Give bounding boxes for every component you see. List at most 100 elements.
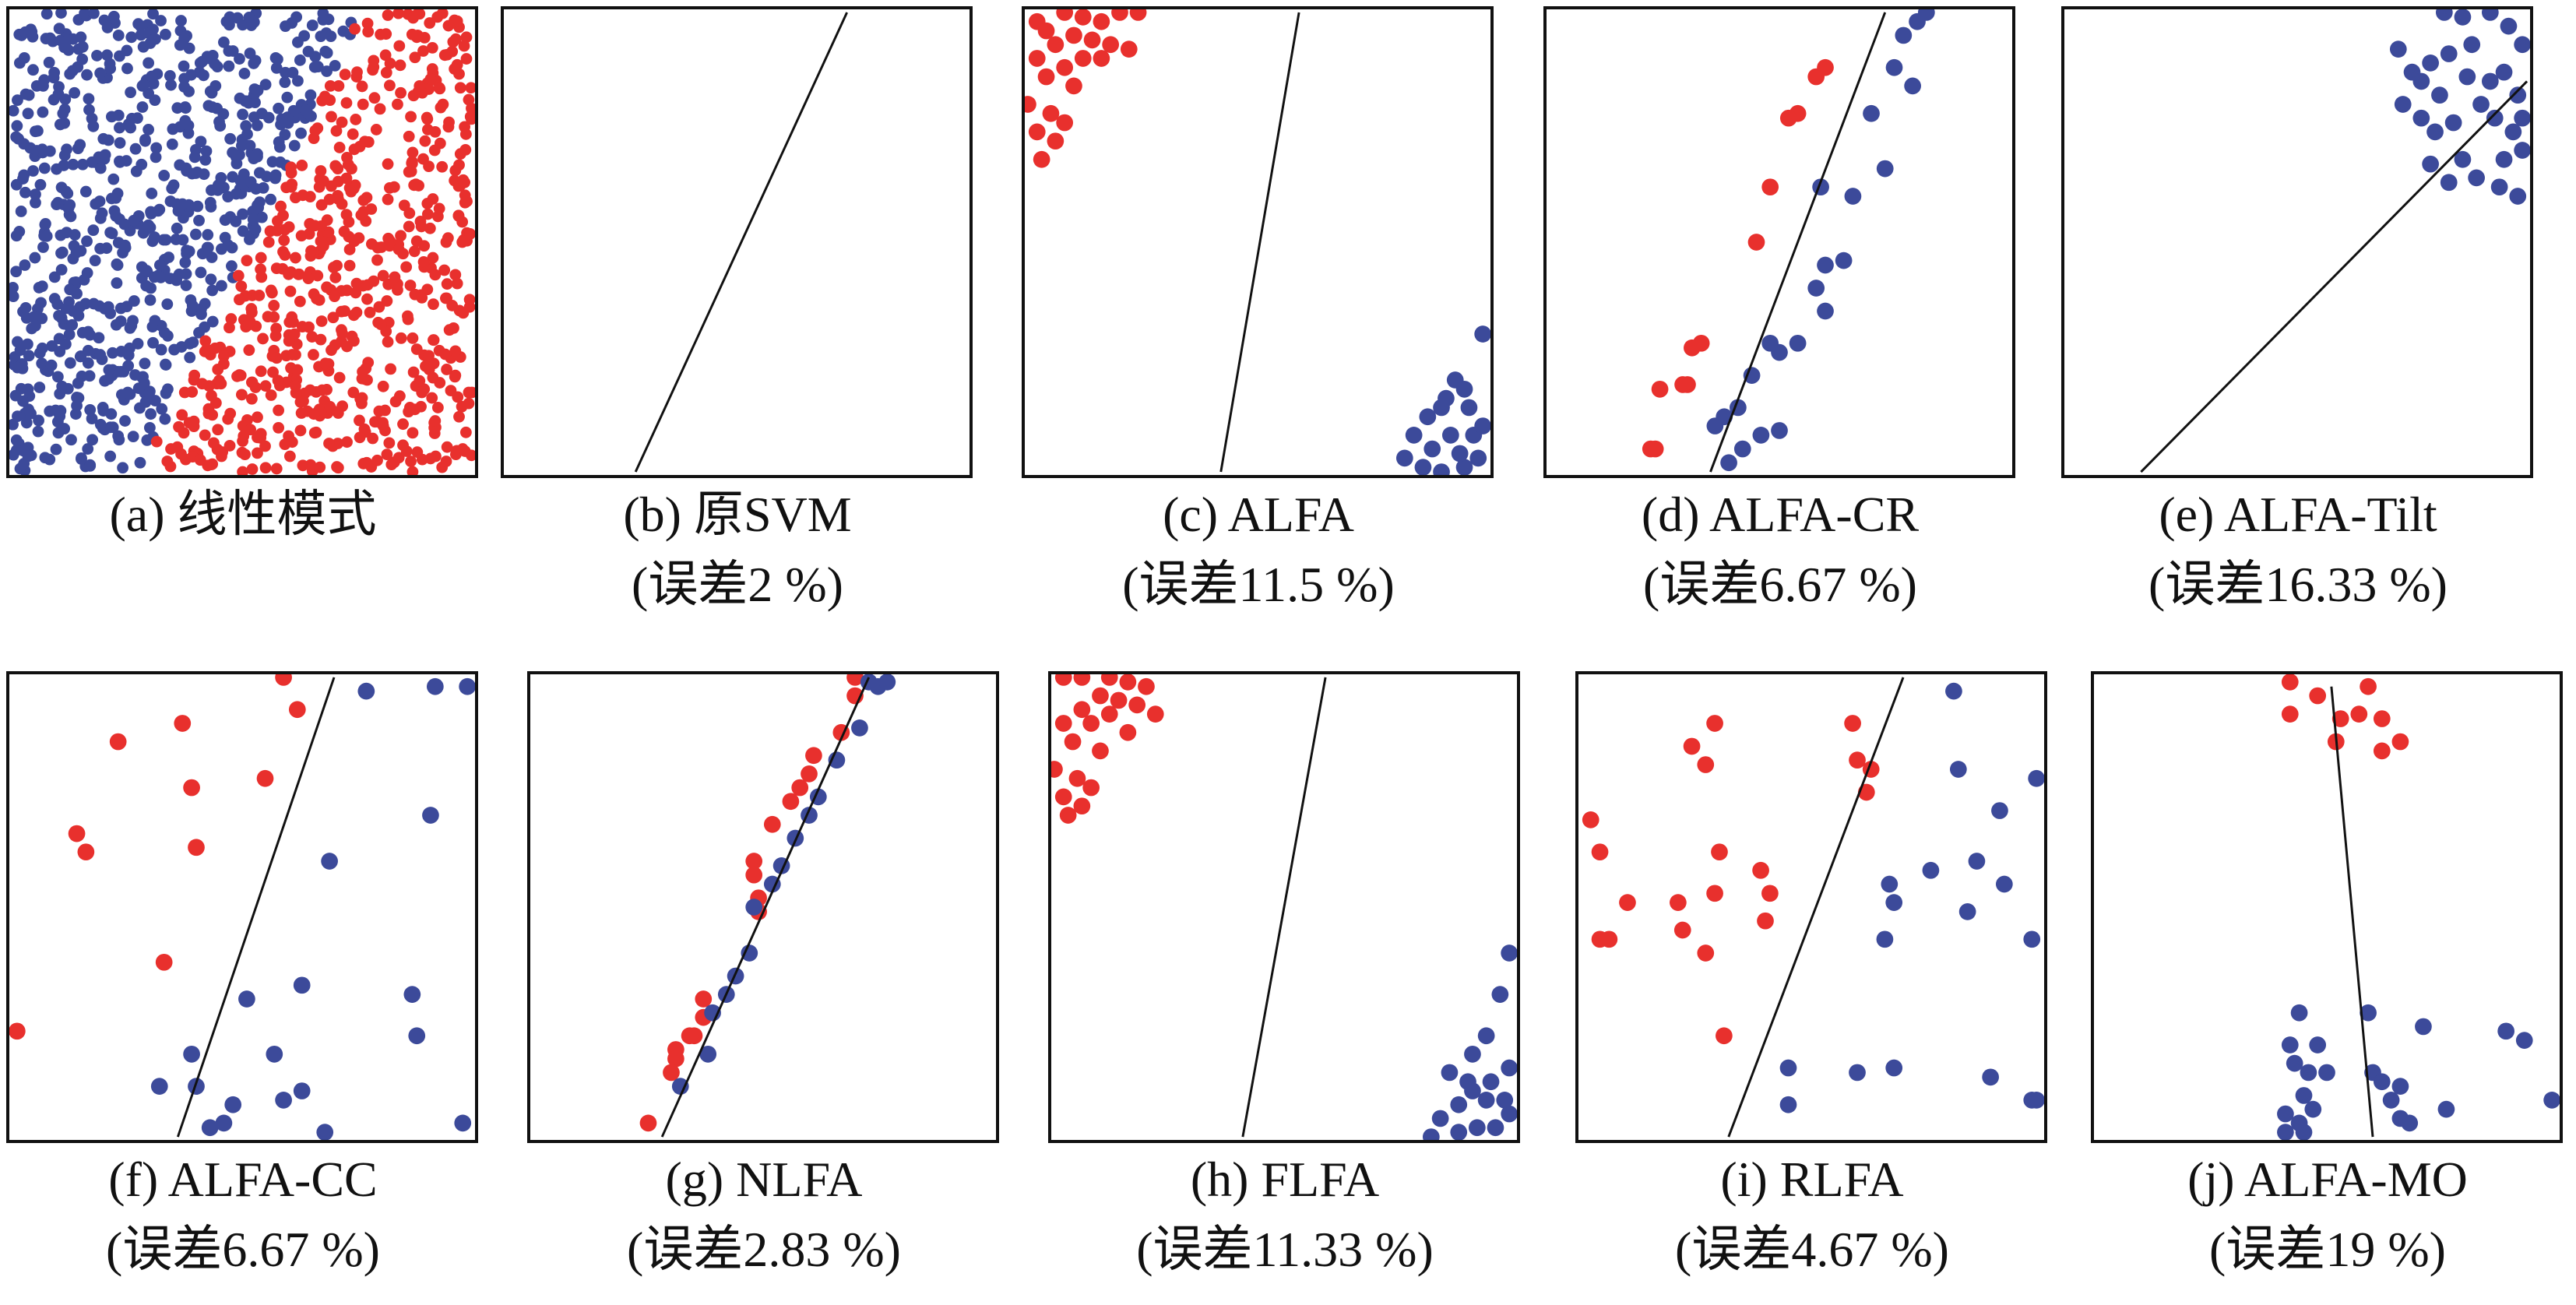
point-negative-e-30 bbox=[2431, 86, 2448, 104]
point-negative-a-432 bbox=[217, 36, 230, 48]
point-negative-a-641 bbox=[132, 338, 144, 350]
decision-boundary-e bbox=[2140, 80, 2528, 473]
point-positive-f-10 bbox=[9, 1022, 26, 1040]
point-positive-i-8 bbox=[1591, 843, 1609, 861]
point-negative-a-122 bbox=[195, 266, 207, 279]
point-negative-a-212 bbox=[51, 298, 64, 311]
point-negative-a-597 bbox=[250, 183, 262, 195]
point-positive-a-126 bbox=[421, 198, 434, 209]
point-positive-a-251 bbox=[447, 36, 459, 48]
point-positive-h-17 bbox=[1082, 779, 1100, 797]
point-positive-a-582 bbox=[308, 427, 321, 439]
point-negative-a-559 bbox=[94, 212, 107, 224]
point-negative-a-152 bbox=[114, 121, 125, 134]
point-positive-c-2 bbox=[1056, 9, 1074, 21]
point-positive-a-332 bbox=[279, 223, 291, 236]
point-negative-h-12 bbox=[1501, 1105, 1517, 1123]
point-negative-a-442 bbox=[82, 443, 94, 455]
point-positive-a-255 bbox=[406, 332, 419, 344]
point-negative-i-18 bbox=[2028, 1091, 2044, 1109]
point-positive-h-10 bbox=[1054, 715, 1072, 732]
point-negative-d-7 bbox=[1844, 188, 1862, 205]
point-positive-a-526 bbox=[466, 449, 475, 462]
point-positive-a-327 bbox=[392, 98, 403, 111]
point-negative-a-198 bbox=[102, 301, 114, 313]
point-positive-i-15 bbox=[1619, 894, 1636, 911]
point-negative-j-16 bbox=[2304, 1100, 2322, 1118]
point-negative-a-388 bbox=[57, 107, 69, 120]
point-positive-a-592 bbox=[431, 11, 444, 23]
point-positive-a-358 bbox=[265, 389, 277, 401]
point-negative-f-13 bbox=[293, 1082, 311, 1099]
point-negative-a-660 bbox=[101, 22, 114, 33]
point-negative-a-210 bbox=[226, 260, 238, 273]
panel-c: (c) ALFA (误差11.5 %) bbox=[1017, 2, 1500, 640]
point-positive-a-6 bbox=[267, 366, 279, 378]
point-positive-a-248 bbox=[252, 411, 263, 424]
point-positive-a-426 bbox=[367, 432, 378, 445]
point-negative-a-585 bbox=[124, 388, 136, 400]
point-negative-a-266 bbox=[279, 76, 291, 89]
point-positive-a-546 bbox=[424, 452, 437, 465]
point-negative-c-17 bbox=[1460, 399, 1478, 417]
point-positive-a-523 bbox=[441, 364, 452, 375]
point-positive-a-574 bbox=[346, 330, 358, 343]
point-positive-c-5 bbox=[1111, 9, 1128, 21]
point-negative-a-677 bbox=[224, 132, 237, 145]
point-negative-c-11 bbox=[1455, 459, 1473, 475]
point-negative-a-353 bbox=[134, 402, 146, 414]
point-positive-a-295 bbox=[246, 463, 259, 475]
point-negative-a-2 bbox=[79, 185, 92, 198]
point-negative-c-9 bbox=[1414, 459, 1432, 475]
point-negative-a-310 bbox=[136, 101, 149, 113]
point-positive-f-3 bbox=[109, 733, 127, 751]
point-negative-a-288 bbox=[94, 349, 107, 361]
point-positive-a-590 bbox=[426, 41, 438, 54]
point-negative-j-23 bbox=[2401, 1114, 2419, 1132]
point-positive-a-399 bbox=[366, 237, 378, 250]
point-negative-i-1 bbox=[1949, 761, 1967, 778]
point-positive-a-541 bbox=[212, 364, 224, 375]
point-positive-c-8 bbox=[1083, 31, 1101, 49]
point-negative-a-478 bbox=[13, 57, 26, 69]
point-positive-h-3 bbox=[1119, 674, 1137, 691]
point-negative-a-464 bbox=[176, 198, 188, 210]
point-negative-a-542 bbox=[40, 9, 53, 20]
point-negative-j-6 bbox=[2309, 1036, 2327, 1053]
point-negative-e-7 bbox=[2422, 55, 2439, 72]
panel-g: (g) NLFA (误差2.83 %) bbox=[523, 667, 1005, 1305]
point-negative-a-630 bbox=[82, 344, 94, 357]
decision-boundary-j bbox=[2330, 686, 2374, 1138]
point-negative-a-316 bbox=[150, 151, 162, 164]
point-negative-a-375 bbox=[143, 422, 156, 434]
point-negative-a-471 bbox=[193, 214, 205, 227]
point-negative-c-10 bbox=[1433, 463, 1450, 475]
point-positive-a-70 bbox=[354, 414, 365, 427]
point-positive-a-458 bbox=[350, 306, 363, 318]
panel-b: (b) 原SVM (误差2 %) bbox=[496, 2, 979, 640]
point-negative-a-250 bbox=[66, 318, 79, 331]
point-negative-a-549 bbox=[179, 101, 192, 113]
point-negative-a-540 bbox=[72, 142, 84, 155]
point-negative-a-637 bbox=[55, 9, 67, 19]
point-positive-a-544 bbox=[275, 200, 287, 213]
point-positive-a-453 bbox=[304, 459, 317, 471]
point-positive-c-1 bbox=[1037, 22, 1055, 40]
point-negative-c-0 bbox=[1474, 325, 1490, 343]
point-positive-i-2 bbox=[1683, 737, 1701, 755]
point-negative-a-309 bbox=[237, 208, 248, 220]
point-positive-a-18 bbox=[395, 230, 406, 242]
point-negative-a-317 bbox=[140, 280, 153, 292]
point-positive-a-346 bbox=[404, 280, 417, 291]
point-negative-a-171 bbox=[202, 229, 214, 241]
point-negative-a-566 bbox=[149, 315, 161, 327]
point-positive-a-580 bbox=[452, 209, 465, 222]
point-negative-a-252 bbox=[117, 462, 128, 474]
point-negative-a-60 bbox=[146, 188, 158, 199]
point-positive-a-388 bbox=[234, 369, 245, 381]
point-negative-a-575 bbox=[61, 227, 72, 239]
point-negative-h-13 bbox=[1450, 1096, 1468, 1113]
point-negative-a-365 bbox=[189, 228, 202, 241]
point-negative-a-589 bbox=[22, 107, 34, 120]
point-positive-a-520 bbox=[332, 407, 344, 419]
